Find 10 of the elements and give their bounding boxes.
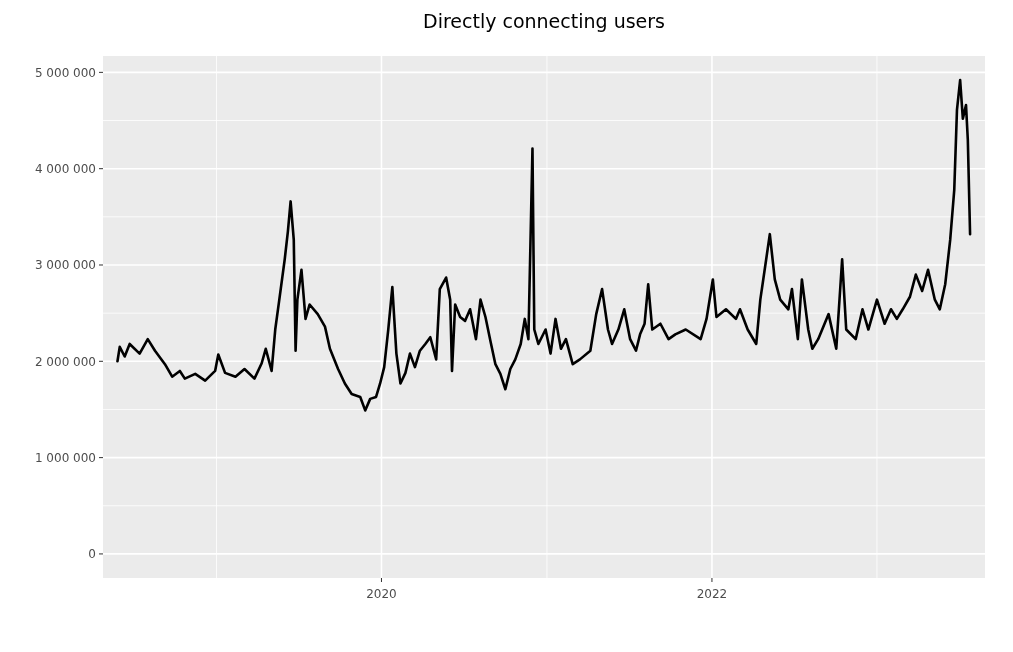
y-tick-label: 1 000 000 [34,450,96,465]
x-tick-label: 2022 [696,587,728,601]
y-tick-label: 2 000 000 [34,354,96,369]
x-tick-label: 2020 [366,587,397,601]
chart-title: Directly connecting users [423,10,665,32]
y-tick-label: 0 [88,547,96,562]
y-tick-label: 3 000 000 [34,258,96,273]
y-tick-label: 5 000 000 [34,65,96,80]
y-tick-label: 4 000 000 [34,161,96,176]
line-series [116,78,972,412]
